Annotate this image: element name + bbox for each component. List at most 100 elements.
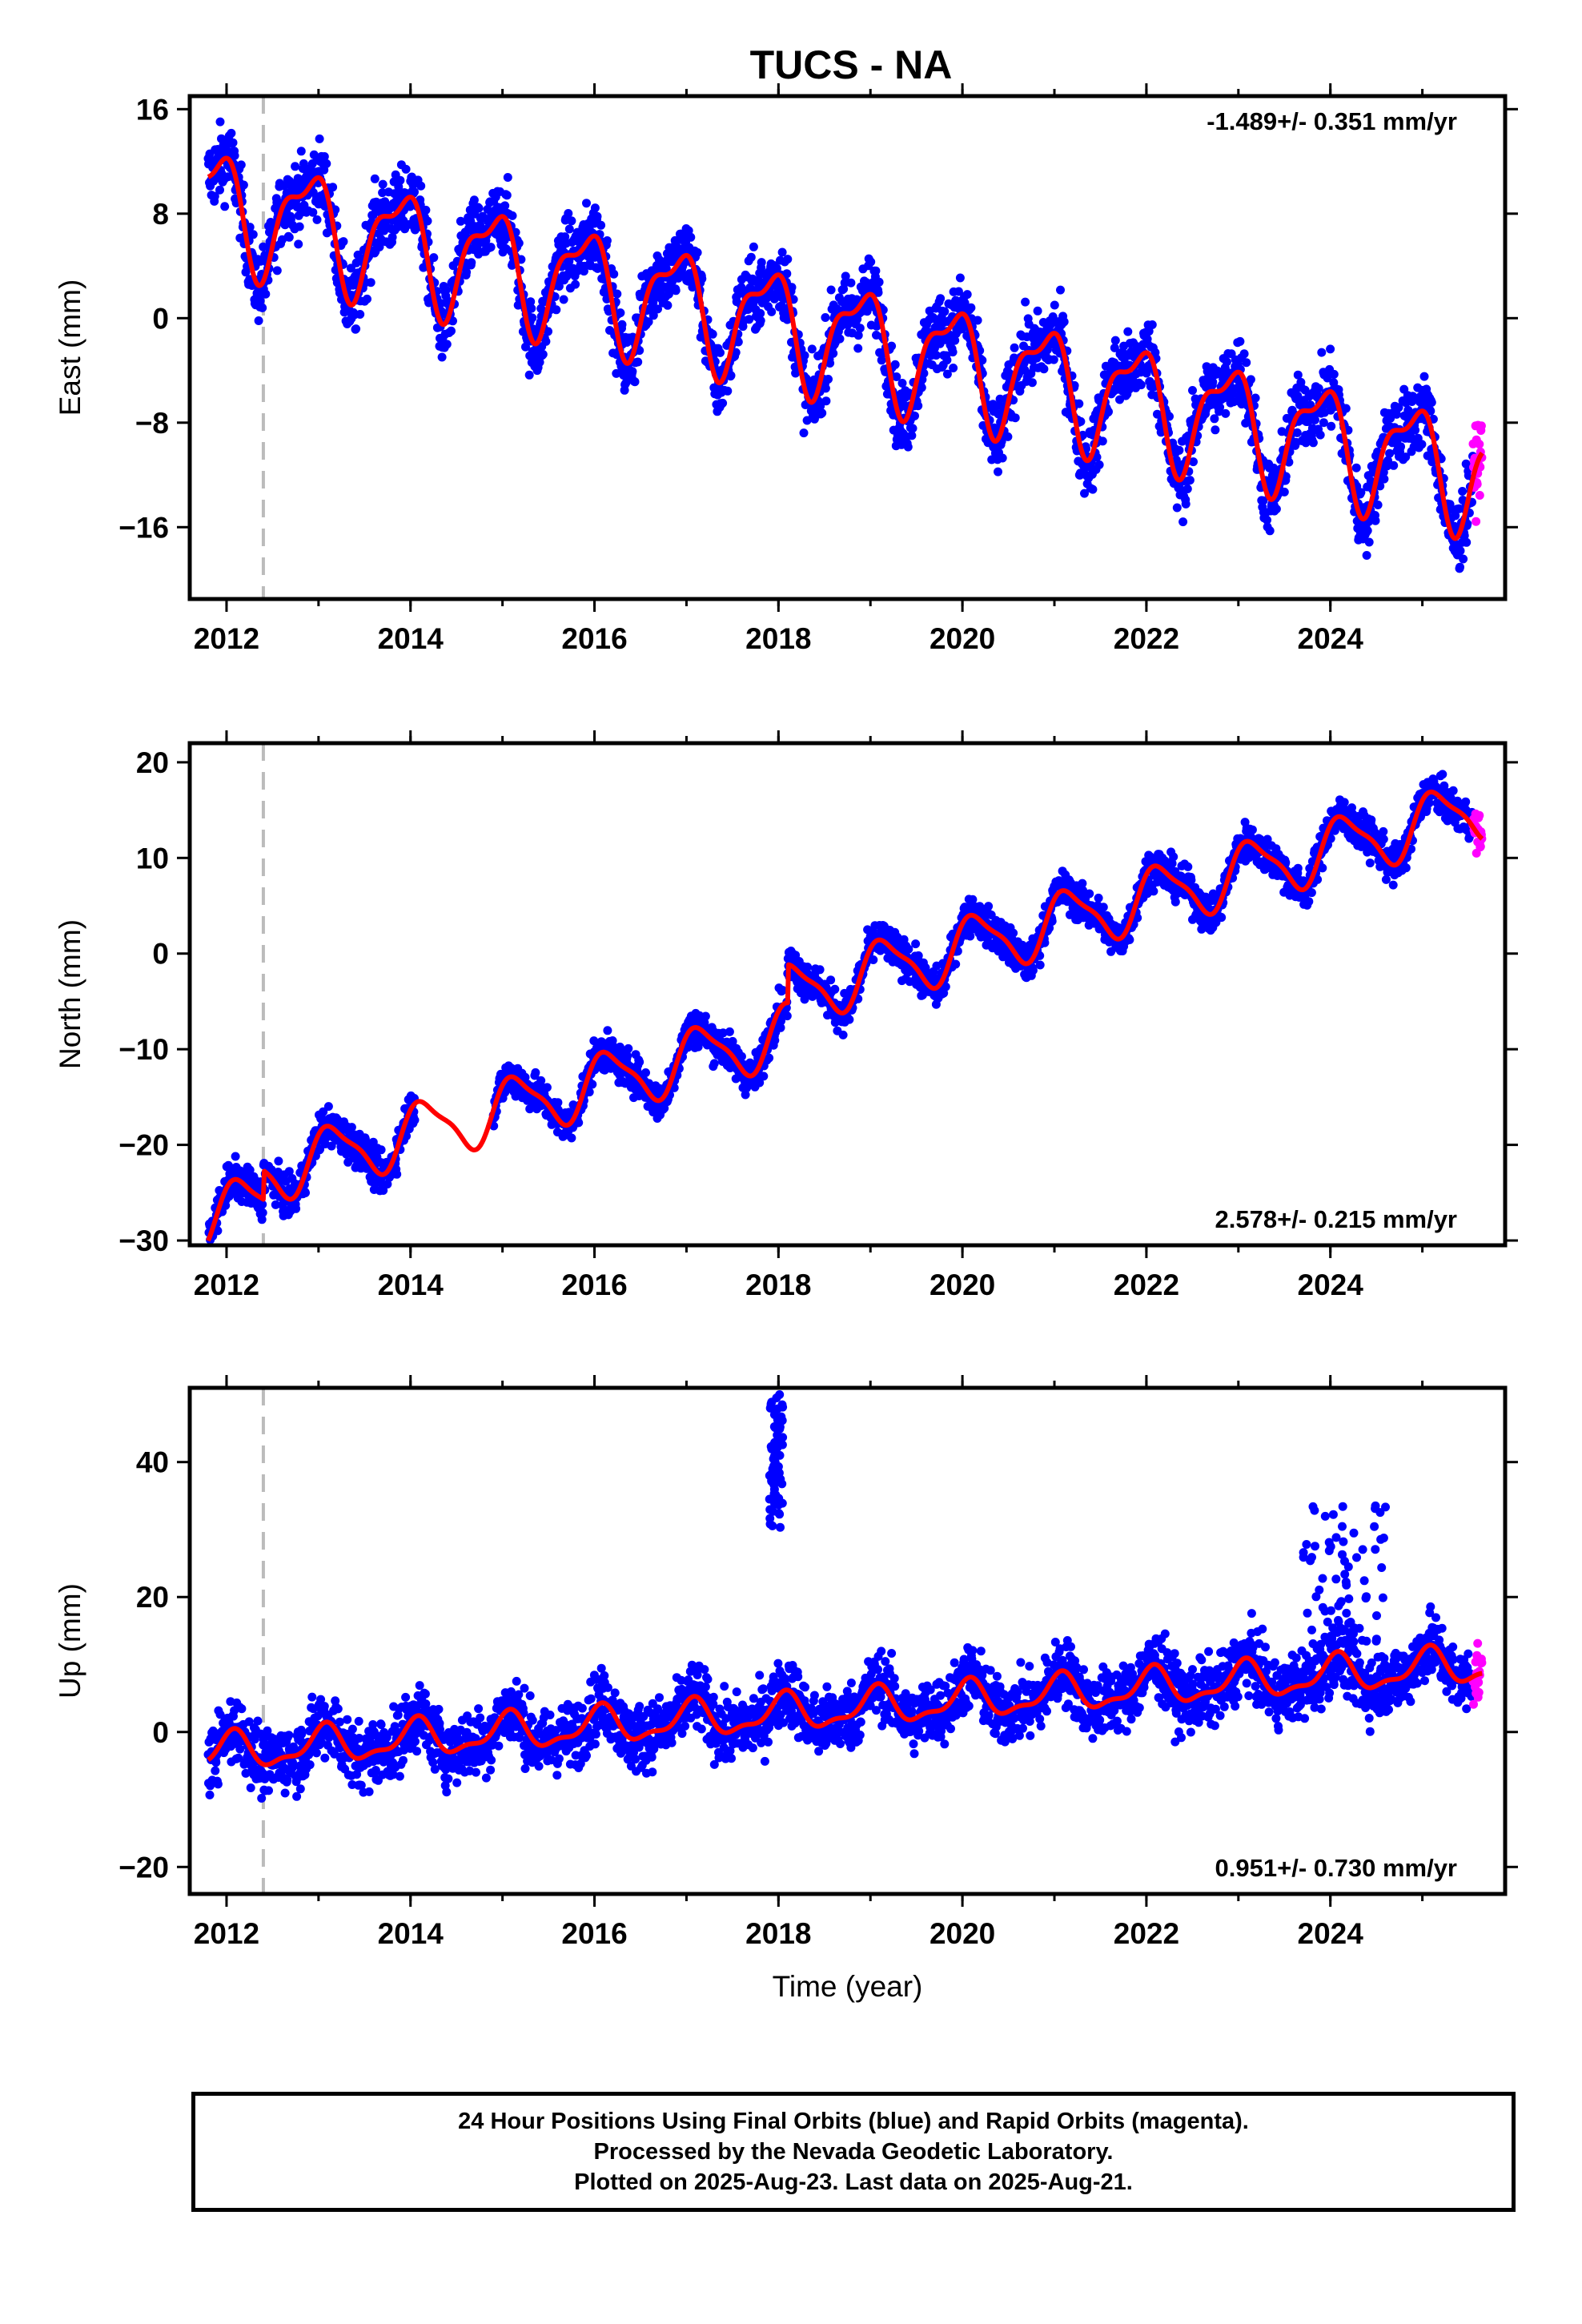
final-orbit-point: [942, 369, 952, 379]
figure-title: TUCS - NA: [750, 42, 953, 87]
final-orbit-point: [628, 367, 637, 376]
final-orbit-point: [1211, 425, 1220, 435]
panel-east: 2012 2014 2016 2018 2020 2022 20241680−8−16Eas…: [54, 83, 1518, 655]
final-orbit-point: [596, 220, 606, 230]
final-orbit-point: [1080, 489, 1089, 498]
rapid-orbit-point: [1476, 421, 1486, 431]
final-orbit-point: [718, 398, 728, 408]
final-orbit-point: [653, 304, 662, 314]
final-orbit-point: [845, 1015, 854, 1024]
final-orbit-point: [951, 959, 961, 969]
final-orbit-point: [204, 1258, 213, 1267]
final-orbit-point: [825, 359, 835, 368]
final-orbit-point: [405, 202, 415, 211]
final-orbit-point: [624, 1043, 633, 1053]
final-orbit-point: [1364, 537, 1374, 547]
final-orbit-point: [1185, 476, 1195, 485]
final-orbit-point: [853, 344, 863, 353]
final-orbit-point: [821, 396, 831, 406]
final-orbit-point: [526, 297, 536, 307]
final-orbit-point: [887, 341, 897, 351]
final-orbit-point: [295, 222, 304, 231]
final-orbit-point: [757, 258, 766, 267]
final-orbit-point: [817, 408, 827, 418]
final-orbit-point: [215, 185, 224, 195]
final-orbit-point: [1263, 515, 1271, 525]
final-orbit-point: [339, 237, 348, 247]
final-orbit-point: [291, 162, 300, 171]
final-orbit-point: [502, 191, 512, 200]
final-orbit-point: [907, 431, 917, 440]
final-orbit-point: [723, 386, 733, 396]
final-orbit-point: [641, 1068, 650, 1077]
final-orbit-point: [1136, 380, 1146, 390]
final-orbit-point: [1363, 526, 1372, 536]
final-orbit-point: [1323, 373, 1332, 383]
final-orbit-point: [210, 191, 219, 201]
final-orbit-point: [874, 277, 884, 287]
final-orbit-point: [746, 252, 756, 262]
final-orbit-point: [1003, 432, 1013, 441]
final-orbit-point: [841, 271, 850, 281]
final-orbit-point: [1242, 358, 1251, 368]
final-orbit-point: [1456, 562, 1464, 572]
final-orbit-point: [456, 216, 465, 226]
final-orbit-point: [978, 356, 987, 365]
final-orbit-point: [567, 1133, 576, 1143]
final-orbit-point: [602, 236, 612, 245]
final-orbit-point: [708, 329, 717, 339]
final-orbit-point: [770, 1035, 780, 1045]
final-orbit-point: [1074, 399, 1084, 408]
final-orbit-point: [940, 307, 950, 316]
final-orbit-point: [1411, 425, 1420, 435]
final-orbit-point: [716, 348, 725, 357]
final-orbit-point: [213, 1226, 223, 1236]
final-orbit-point: [1292, 428, 1302, 437]
x-tick-label: 2024: [1298, 622, 1364, 655]
final-orbit-point: [261, 289, 271, 299]
final-orbit-point: [635, 1057, 644, 1067]
final-orbit-point: [821, 384, 830, 393]
final-orbit-point: [322, 159, 331, 168]
final-orbit-point: [301, 1188, 310, 1197]
final-orbit-point: [949, 364, 958, 372]
final-orbit-point: [1317, 348, 1327, 357]
final-orbit-point: [1371, 516, 1380, 525]
final-orbit-point: [731, 348, 741, 357]
final-orbit-point: [908, 424, 917, 433]
final-orbit-point: [871, 266, 881, 275]
final-orbit-point: [1456, 546, 1465, 556]
final-orbit-point: [351, 324, 361, 334]
final-orbit-point: [903, 442, 913, 452]
final-orbit-point: [258, 1208, 267, 1217]
final-orbit-point: [873, 287, 883, 297]
x-tick-label: 2022: [1114, 622, 1179, 655]
final-orbit-point: [829, 348, 838, 358]
final-orbit-point: [840, 278, 849, 287]
final-orbit-point: [254, 316, 263, 325]
final-orbit-point: [1394, 403, 1403, 412]
final-orbit-point: [429, 253, 439, 263]
final-orbit-point: [869, 955, 878, 964]
final-orbit-point: [1010, 413, 1020, 423]
final-orbit-point: [807, 344, 817, 354]
plot-area: [203, 96, 1487, 599]
final-orbit-point: [582, 199, 591, 208]
final-orbit-point: [782, 269, 792, 279]
final-orbit-point: [749, 242, 758, 251]
final-orbit-point: [1446, 505, 1456, 514]
x-tick-label: 2012: [194, 622, 259, 655]
final-orbit-point: [846, 278, 856, 287]
final-orbit-point: [936, 294, 946, 304]
model-curve: [207, 155, 1484, 541]
final-orbit-point: [1009, 928, 1018, 938]
final-orbit-point: [1092, 452, 1102, 462]
final-orbit-point: [1110, 336, 1120, 345]
final-orbit-point: [299, 159, 308, 168]
x-tick-label: 2014: [378, 622, 444, 655]
plot-area: [204, 743, 1487, 1267]
final-orbit-point: [1178, 517, 1188, 527]
final-orbit-point: [447, 326, 456, 336]
final-orbit-point: [782, 315, 792, 324]
